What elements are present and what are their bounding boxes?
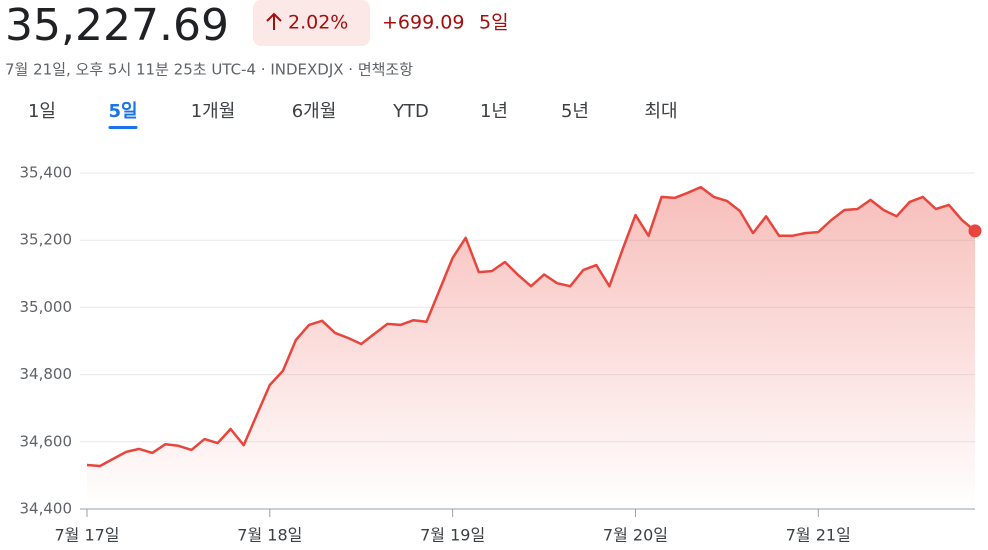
price-line [86, 185, 976, 468]
tab[interactable]: 1일 [28, 101, 56, 122]
change-value: +699.09 [382, 12, 464, 34]
tab[interactable]: 최대 [644, 101, 677, 122]
x-tick-label: 7월 17일 [54, 526, 119, 545]
area [87, 187, 975, 509]
y-tick-label: 35,000 [20, 298, 73, 316]
up-arrow [266, 12, 282, 30]
x-tick-label: 7월 20일 [603, 526, 668, 545]
x-tick-label: 7월 19일 [420, 526, 485, 545]
y-tick-label: 35,200 [20, 231, 73, 249]
tab[interactable]: 1개월 [191, 101, 236, 122]
y-tick-label: 34,600 [20, 432, 73, 450]
tab[interactable]: 5일 [108, 101, 137, 122]
y-tick-label: 34,800 [20, 365, 73, 383]
change-percent: 2.02% [288, 12, 348, 34]
tab[interactable]: YTD [392, 101, 429, 122]
x-tick-label: 7월 18일 [237, 526, 302, 545]
tab[interactable]: 6개월 [292, 101, 337, 122]
change-pill [253, 0, 370, 46]
tab[interactable]: 1년 [480, 101, 508, 122]
tab[interactable]: 5년 [561, 101, 589, 122]
price: 35,227.69 [5, 0, 229, 51]
y-tick-label: 35,400 [20, 164, 73, 182]
timestamp: 7월 21일, 오후 5시 11분 25초 UTC-4 · INDEXDJX ·… [5, 61, 413, 79]
x-tick-label: 7월 21일 [786, 526, 851, 545]
last-point [968, 224, 982, 238]
tab-underline [108, 126, 138, 129]
period: 5일 [479, 12, 509, 34]
y-tick-label: 34,400 [20, 500, 73, 518]
